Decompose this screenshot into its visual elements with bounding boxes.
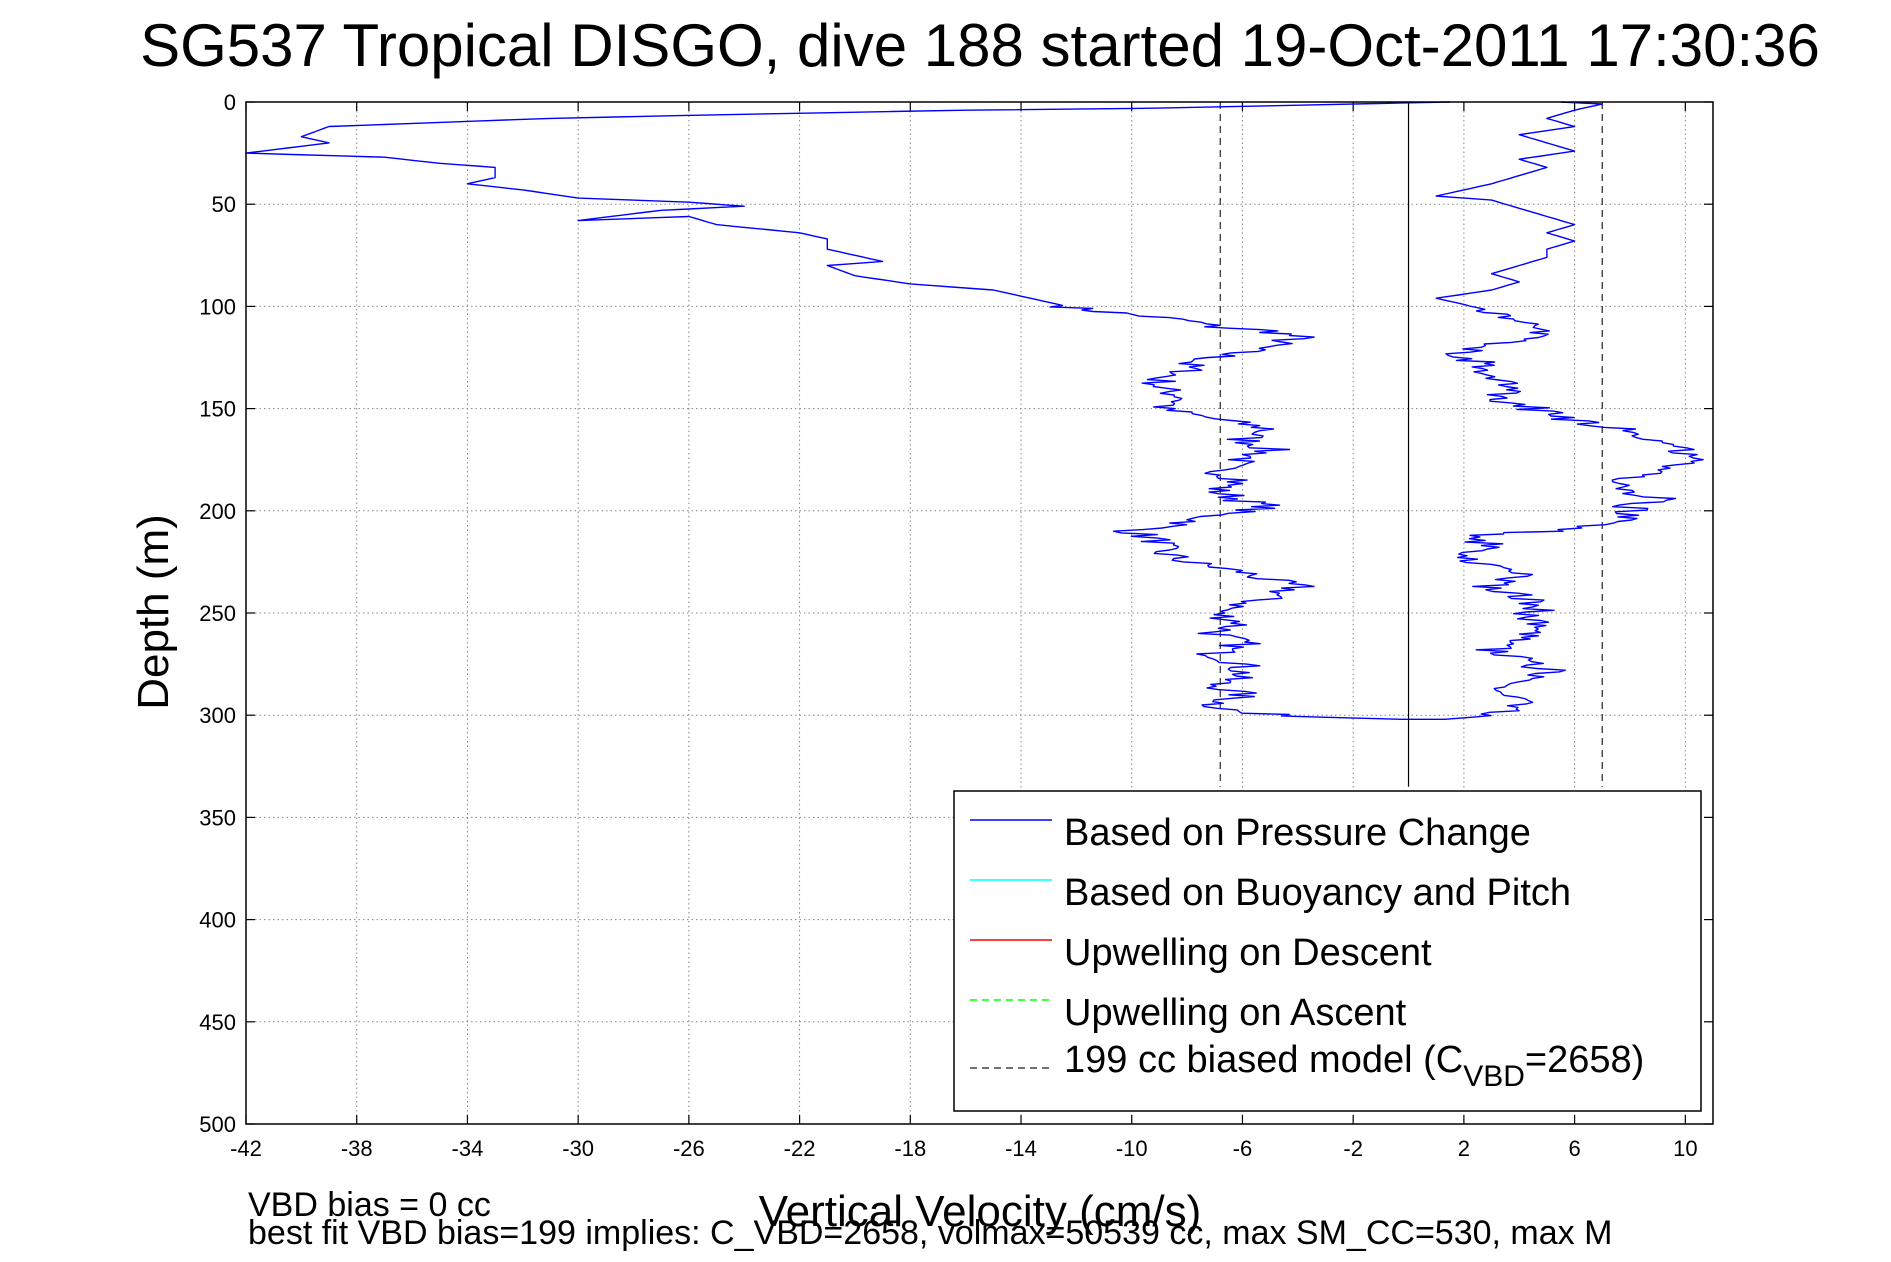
- y-tick-label: 500: [199, 1112, 236, 1137]
- x-tick-label: -30: [562, 1136, 594, 1161]
- footer-line-2: best fit VBD bias=199 implies: C_VBD=265…: [248, 1214, 1612, 1252]
- y-tick-label: 100: [199, 294, 236, 319]
- x-axis-label: Vertical Velocity (cm/s): [759, 1187, 1202, 1236]
- legend-label-biased-model: 199 cc biased model (CVBD=2658): [1064, 1039, 1644, 1093]
- x-tick-label: -42: [230, 1136, 262, 1161]
- legend-label-upwelling-ascent: Upwelling on Ascent: [1064, 992, 1407, 1034]
- x-tick-label: -18: [894, 1136, 926, 1161]
- legend-label-biased-model-tail: =2658): [1525, 1039, 1644, 1081]
- y-tick-labels: 0 50 100 150 200 250 300 350 400 450 500: [199, 90, 236, 1137]
- legend-label-biased-model-sub: VBD: [1463, 1060, 1525, 1093]
- y-tick-label: 150: [199, 397, 236, 422]
- x-tick-labels: -42 -38 -34 -30 -26 -22 -18 -14 -10 -6 -2 2 6 10: [230, 1136, 1697, 1161]
- x-tick-label: -14: [1005, 1136, 1037, 1161]
- y-tick-label: 50: [212, 192, 236, 217]
- x-tick-label: -34: [452, 1136, 484, 1161]
- y-tick-label: 350: [199, 805, 236, 830]
- legend-label-buoyancy: Based on Buoyancy and Pitch: [1064, 872, 1571, 914]
- plot-area-frame: [245, 101, 1714, 1125]
- legend-box: [953, 790, 1702, 1112]
- x-tick-label: 10: [1673, 1136, 1697, 1161]
- x-tick-label: -6: [1233, 1136, 1253, 1161]
- y-tick-label: 200: [199, 499, 236, 524]
- footer-line-1: VBD bias = 0 cc: [248, 1186, 491, 1224]
- x-tick-label: -2: [1343, 1136, 1363, 1161]
- x-tick-label: -38: [341, 1136, 373, 1161]
- y-tick-label: 450: [199, 1010, 236, 1035]
- legend-label-upwelling-descent: Upwelling on Descent: [1064, 932, 1432, 974]
- chart-title: SG537 Tropical DISGO, dive 188 started 1…: [140, 12, 1820, 79]
- x-tick-label: -10: [1116, 1136, 1148, 1161]
- legend-label-biased-model-main: 199 cc biased model (C: [1064, 1039, 1463, 1081]
- x-tick-label: 2: [1458, 1136, 1470, 1161]
- legend: Based on Pressure Change Based on Buoyan…: [953, 790, 1702, 1112]
- x-tick-label: -22: [784, 1136, 816, 1161]
- y-tick-label: 0: [224, 90, 236, 115]
- y-tick-label: 400: [199, 908, 236, 933]
- series-line-pressure-change: [245, 101, 1704, 720]
- y-axis-label: Depth (m): [129, 514, 178, 710]
- x-tick-label: 6: [1568, 1136, 1580, 1161]
- y-tick-label: 250: [199, 601, 236, 626]
- x-tick-label: -26: [673, 1136, 705, 1161]
- model-lines: [1219, 102, 1603, 787]
- y-tick-label: 300: [199, 703, 236, 728]
- legend-label-pressure: Based on Pressure Change: [1064, 812, 1531, 854]
